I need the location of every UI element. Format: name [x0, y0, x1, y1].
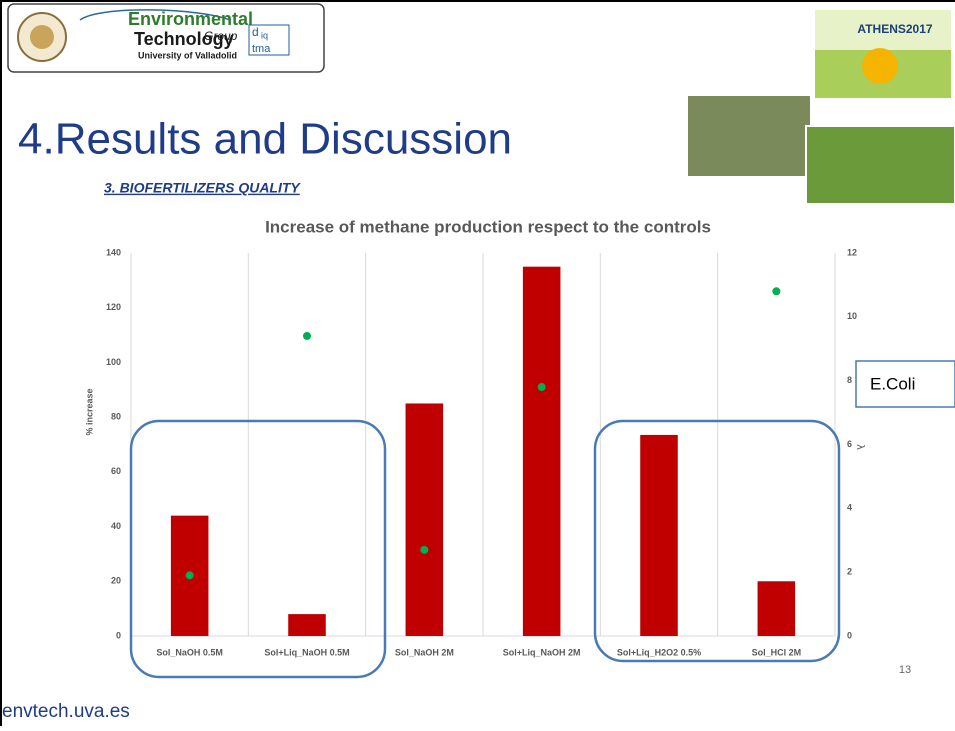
photo: [805, 125, 955, 205]
y2-tick-label: 10: [847, 311, 857, 321]
point: [772, 287, 781, 296]
y2-axis-label: λ: [854, 444, 866, 450]
y2-tick-label: 0: [847, 630, 852, 640]
slide-title: 4.Results and Discussion: [18, 115, 512, 164]
y-tick-label: 20: [111, 576, 121, 586]
footer: envtech.uva.es: [2, 701, 130, 722]
point: [185, 571, 194, 580]
y2-tick-label: 2: [847, 567, 852, 577]
subtitle: 3. BIOFERTILIZERS QUALITY: [104, 180, 301, 196]
x-tick-label: Sol+Liq_NaOH 0.5M: [264, 647, 349, 657]
logo-text: Group: [204, 29, 238, 43]
point: [303, 331, 311, 340]
plot: 0 20 40 60 80 100 120 140 0 2 4 6 8 10 12 Sol_NaOH 0.5M…: [106, 247, 857, 657]
bar: [522, 266, 561, 636]
dept-text: iq: [261, 30, 268, 40]
y-tick-label: 60: [111, 466, 121, 476]
bar: [640, 434, 678, 636]
highlight-box: [129, 419, 387, 679]
highlight-box: [593, 419, 841, 663]
y2-tick-label: 4: [847, 503, 852, 513]
point: [537, 383, 546, 392]
y2-tick-label: 12: [847, 247, 857, 257]
logo-text: Environmental: [128, 9, 253, 29]
y2-tick-label: 8: [847, 375, 852, 385]
annotation-box: [855, 360, 955, 408]
university-seal: [30, 25, 54, 49]
y-tick-label: 140: [106, 247, 121, 257]
bar: [757, 581, 796, 636]
y-tick-label: 0: [116, 630, 121, 640]
y-axis-label: % increase: [84, 388, 94, 435]
y2-tick-label: 6: [847, 439, 852, 449]
y-tick-label: 80: [111, 412, 121, 422]
logo-box: [7, 3, 325, 73]
y-tick-label: 120: [106, 302, 121, 312]
conference-logo: [815, 10, 951, 50]
dept-text: tma: [252, 43, 271, 55]
logo-swoosh: [79, 9, 231, 21]
x-tick-label: Sol+Liq_NaOH 2M: [503, 647, 581, 657]
logo-text: Technology: [134, 29, 234, 49]
y-tick-label: 40: [111, 521, 121, 531]
page-number: 13: [899, 664, 911, 676]
flower: [862, 48, 898, 84]
y-tick-label: 100: [106, 357, 121, 367]
logo-text: University of Valladolid: [138, 50, 237, 60]
dept-text: d: [252, 25, 259, 39]
annotation: E.Coli: [870, 374, 915, 393]
x-tick-label: Sol+Liq_H2O2 0.5%: [617, 647, 701, 657]
point: [420, 545, 429, 554]
dept-logo: [248, 24, 290, 56]
x-tick-label: Sol_NaOH 2M: [395, 647, 454, 657]
photo: [688, 96, 810, 176]
chart-title: Increase of methane production respect t…: [265, 217, 711, 236]
x-tick-label: Sol_NaOH 0.5M: [156, 647, 223, 657]
x-tick-label: Sol_HCl 2M: [752, 647, 802, 657]
bar: [288, 614, 326, 636]
bar: [405, 403, 444, 636]
conference-text: ATHENS2017: [857, 22, 932, 36]
